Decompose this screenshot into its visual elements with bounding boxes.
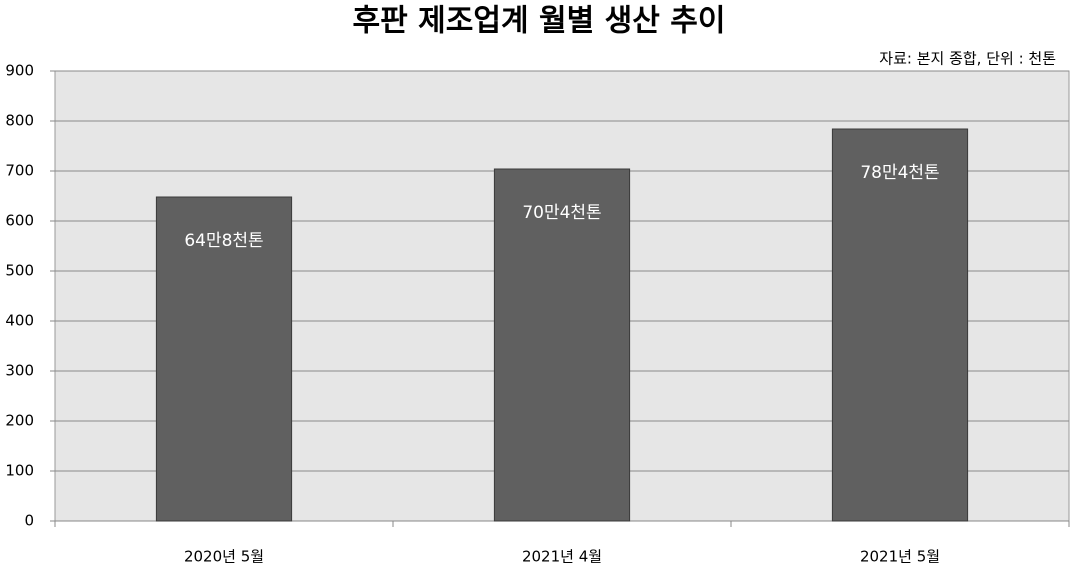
y-tick-label: 200 bbox=[5, 412, 34, 430]
y-tick-label: 600 bbox=[5, 212, 34, 230]
value-label: 78만4천톤 bbox=[860, 163, 939, 183]
y-tick-label: 800 bbox=[5, 112, 34, 130]
y-tick-label: 700 bbox=[5, 162, 34, 180]
y-tick-label: 500 bbox=[5, 262, 34, 280]
bar bbox=[831, 128, 969, 522]
bar bbox=[155, 196, 293, 522]
y-tick-label: 300 bbox=[5, 362, 34, 380]
value-label: 64만8천톤 bbox=[184, 231, 263, 251]
x-tick-label: 2020년 5월 bbox=[184, 548, 264, 566]
x-tick-label: 2021년 5월 bbox=[860, 548, 940, 566]
y-tick-label: 400 bbox=[5, 312, 34, 330]
chart-subtitle: 자료: 본지 종합, 단위 : 천톤 bbox=[879, 50, 1056, 68]
chart-title: 후판 제조업계 월별 생산 추이 bbox=[353, 4, 726, 39]
y-tick-label: 0 bbox=[24, 512, 34, 530]
bar bbox=[493, 168, 631, 522]
y-tick-label: 100 bbox=[5, 462, 34, 480]
y-tick-label: 900 bbox=[5, 62, 34, 80]
x-tick-label: 2021년 4월 bbox=[522, 548, 602, 566]
value-label: 70만4천톤 bbox=[522, 203, 601, 223]
